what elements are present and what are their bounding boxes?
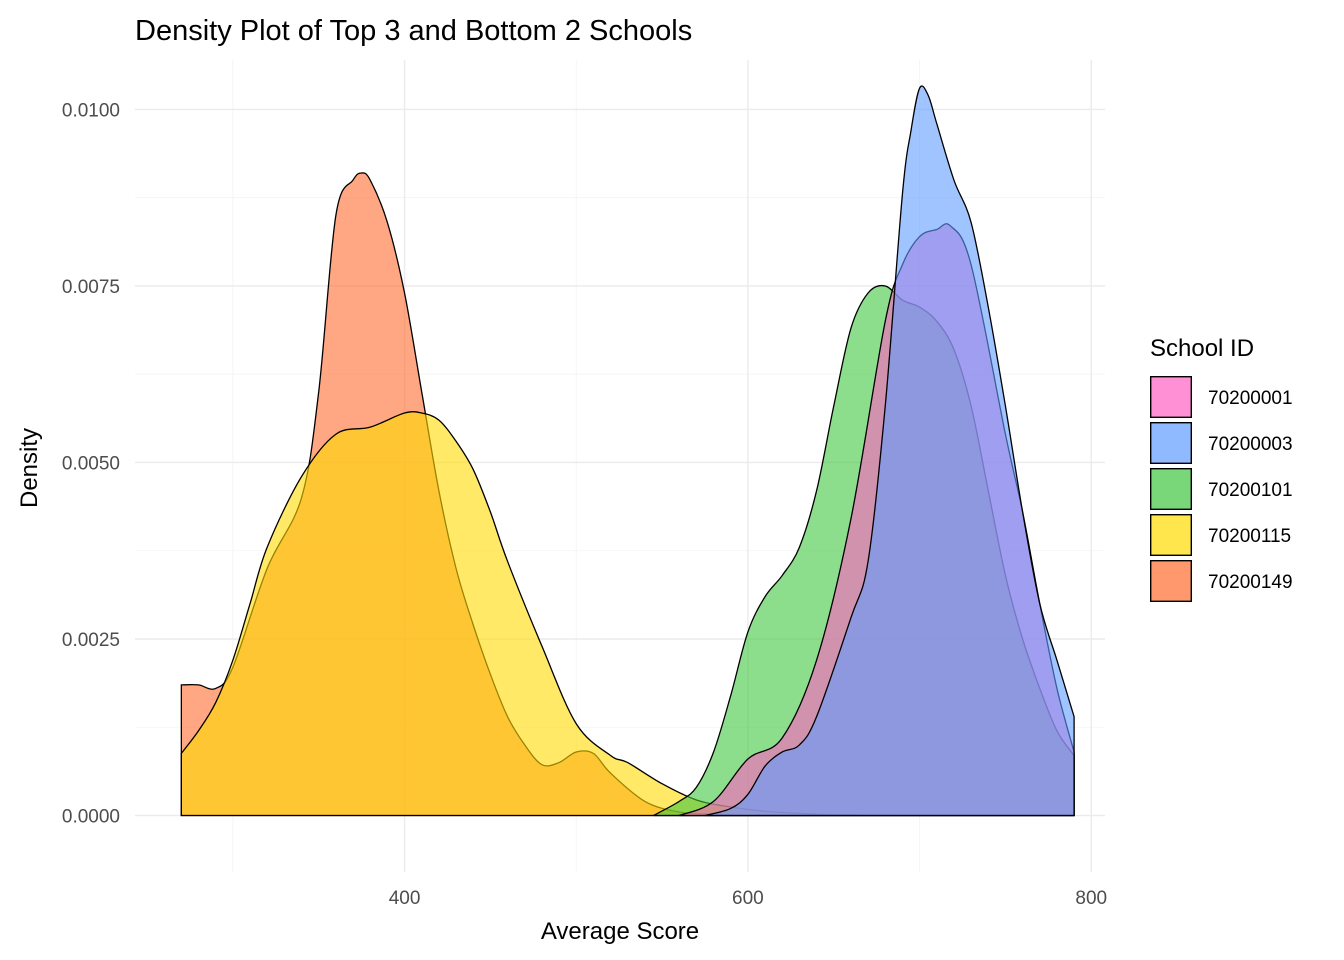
x-axis-ticks: 400 600 800 bbox=[389, 888, 1107, 909]
x-tick-label: 800 bbox=[1075, 888, 1107, 909]
legend-swatch-fill bbox=[1149, 560, 1192, 603]
chart-title: Density Plot of Top 3 and Bottom 2 Schoo… bbox=[135, 15, 692, 47]
legend: School ID 70200001 70200003 70200101 702001… bbox=[1149, 335, 1293, 603]
legend-label: 70200001 bbox=[1208, 388, 1293, 409]
legend-swatch-fill bbox=[1149, 468, 1192, 511]
density-areas bbox=[180, 85, 1075, 817]
legend-swatch-fill bbox=[1149, 422, 1192, 465]
legend-item-70200001: 70200001 bbox=[1149, 376, 1293, 419]
legend-swatch-fill bbox=[1149, 376, 1192, 419]
legend-item-70200003: 70200003 bbox=[1149, 422, 1293, 465]
y-tick-label: 0.0075 bbox=[62, 277, 120, 298]
legend-swatch-fill bbox=[1149, 514, 1192, 557]
y-tick-label: 0.0100 bbox=[62, 100, 120, 121]
y-axis-title: Density bbox=[16, 428, 43, 508]
density-area-70200003 bbox=[704, 85, 1075, 817]
legend-item-70200149: 70200149 bbox=[1149, 560, 1293, 603]
y-tick-label: 0.0050 bbox=[62, 453, 120, 474]
x-axis-title: Average Score bbox=[541, 918, 699, 945]
legend-items: 70200001 70200003 70200101 70200115 70200149 bbox=[1149, 376, 1293, 603]
legend-label: 70200115 bbox=[1208, 526, 1291, 547]
legend-label: 70200003 bbox=[1208, 434, 1293, 455]
y-tick-label: 0.0025 bbox=[62, 630, 120, 651]
y-tick-label: 0.0000 bbox=[62, 807, 120, 828]
legend-label: 70200101 bbox=[1208, 480, 1293, 501]
legend-title: School ID bbox=[1150, 335, 1254, 362]
x-tick-label: 600 bbox=[732, 888, 764, 909]
y-axis-ticks: 0.0000 0.0025 0.0050 0.0075 0.0100 bbox=[62, 100, 120, 827]
x-tick-label: 400 bbox=[389, 888, 421, 909]
legend-label: 70200149 bbox=[1208, 572, 1293, 593]
legend-item-70200101: 70200101 bbox=[1149, 468, 1293, 511]
legend-item-70200115: 70200115 bbox=[1149, 514, 1291, 557]
